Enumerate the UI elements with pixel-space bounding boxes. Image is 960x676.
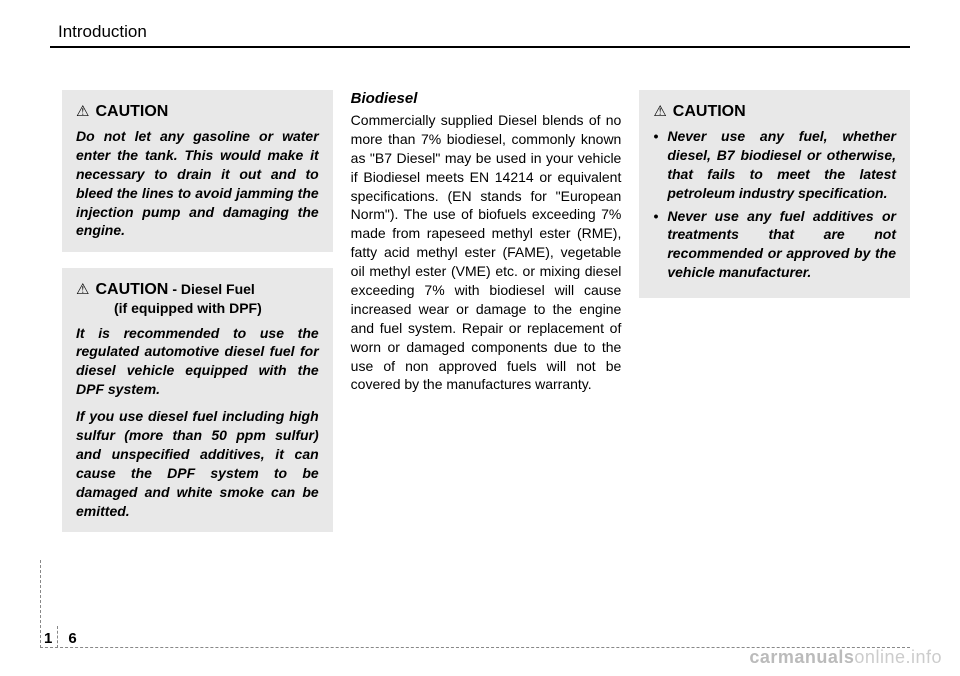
caution-box-3: ⚠ CAUTION Never use any fuel, whether di… (639, 90, 910, 298)
column-2: Biodiesel Commercially supplied Diesel b… (351, 90, 622, 548)
caution-subtitle: - Diesel Fuel (172, 281, 254, 297)
caution-body: It is recommended to use the regulated a… (76, 324, 319, 521)
caution-body: Do not let any gasoline or water enter t… (76, 127, 319, 240)
caution-para-1: It is recommended to use the regulated a… (76, 324, 319, 400)
page-number: 6 (64, 630, 80, 647)
caution-subtitle-line2: (if equipped with DPF) (114, 299, 262, 317)
caution-box-2: ⚠ CAUTION - Diesel Fuel (if equipped wit… (62, 268, 333, 532)
biodiesel-heading: Biodiesel (351, 90, 622, 107)
warning-icon: ⚠ (76, 280, 89, 298)
biodiesel-body: Commercially supplied Diesel blends of n… (351, 111, 622, 394)
header-divider (50, 46, 910, 48)
bullet-item-2: Never use any fuel additives or treatmen… (653, 207, 896, 283)
caution-header: ⚠ CAUTION - Diesel Fuel (if equipped wit… (76, 280, 319, 317)
column-3: ⚠ CAUTION Never use any fuel, whether di… (639, 90, 910, 548)
watermark-light-part: online.info (854, 647, 942, 667)
column-1: ⚠ CAUTION Do not let any gasoline or wat… (62, 90, 333, 548)
bullet-item-1: Never use any fuel, whether diesel, B7 b… (653, 127, 896, 203)
section-title: Introduction (50, 22, 910, 46)
caution-header: ⚠ CAUTION (76, 102, 319, 121)
caution-title: CAUTION (95, 103, 168, 121)
chapter-number: 1 (40, 630, 56, 647)
content-area: ⚠ CAUTION Do not let any gasoline or wat… (62, 90, 910, 548)
caution-title: CAUTION (95, 281, 168, 299)
watermark-bold-part: carmanuals (749, 647, 854, 667)
watermark: carmanualsonline.info (749, 647, 942, 668)
caution-bullet-list: Never use any fuel, whether diesel, B7 b… (653, 127, 896, 282)
caution-header: ⚠ CAUTION (653, 102, 896, 121)
page-num-divider (57, 626, 58, 648)
warning-icon: ⚠ (653, 102, 666, 120)
caution-para-2: If you use diesel fuel including high su… (76, 407, 319, 520)
page-numbers: 1 6 (40, 630, 910, 647)
warning-icon: ⚠ (76, 102, 89, 120)
caution-box-1: ⚠ CAUTION Do not let any gasoline or wat… (62, 90, 333, 252)
page-header: Introduction (50, 22, 910, 48)
caution-title: CAUTION (673, 103, 746, 121)
